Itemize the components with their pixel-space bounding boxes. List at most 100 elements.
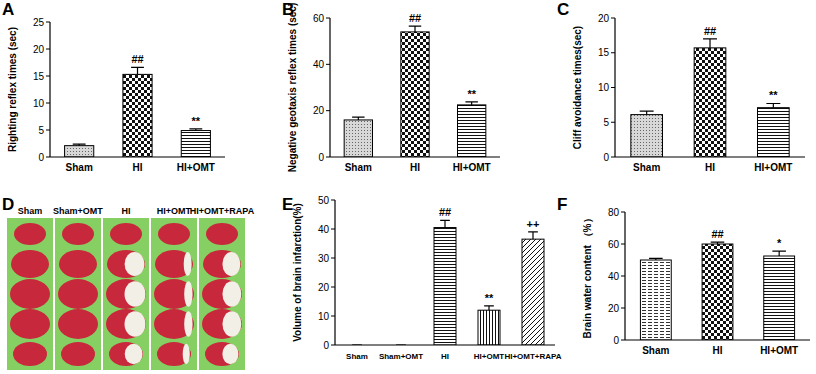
y-tick-label: 40 (318, 224, 330, 235)
brain-slice (61, 342, 95, 366)
y-tick-label: 50 (318, 195, 330, 206)
y-tick (611, 122, 615, 123)
infarct-area (125, 311, 146, 337)
infarct-area (125, 252, 145, 276)
x-axis (50, 156, 225, 157)
brain-slice (202, 309, 242, 339)
infarct-area (184, 252, 192, 276)
brain-slice (109, 342, 143, 366)
y-tick (611, 18, 615, 19)
category-label: HI (705, 162, 715, 173)
y-tick-label: 0 (613, 335, 619, 346)
brain-slice (203, 250, 241, 278)
bars (344, 26, 486, 157)
panel-d: DShamSham+OMTHIHI+OMTHI+OMT+RAPA (2, 195, 255, 370)
y-tick-label: 10 (318, 311, 330, 322)
bar (458, 105, 486, 157)
figure: ASham##HI**HI+OMT0510152025Righting refl… (0, 0, 816, 374)
y-tick-label: 40 (608, 271, 620, 282)
error-bar (409, 26, 421, 32)
brain-slice (202, 279, 242, 309)
category-label: HI (410, 162, 420, 173)
y-tick-label: 20 (313, 105, 325, 116)
y-tick (621, 308, 625, 309)
x-axis (330, 156, 500, 157)
photo-bg (151, 218, 197, 370)
y-axis (334, 200, 335, 345)
photo-bg (103, 218, 149, 370)
brain-slice (107, 250, 145, 278)
brain-slice (62, 223, 94, 245)
brain-slice (205, 342, 239, 366)
category-label: Sham (345, 162, 372, 173)
bar (123, 74, 152, 157)
y-tick (46, 22, 50, 23)
y-tick-label: 20 (318, 282, 330, 293)
significance: ## (704, 25, 716, 37)
category-label: HI (713, 345, 723, 356)
y-tick (331, 287, 335, 288)
bar (694, 48, 726, 157)
y-tick-label: 60 (608, 239, 620, 250)
y-tick-label: 15 (598, 47, 610, 58)
bar (344, 120, 372, 157)
y-tick-label: 20 (598, 13, 610, 24)
error-bar (711, 242, 725, 244)
bars (640, 242, 794, 340)
y-tick (46, 157, 50, 158)
y-tick (46, 49, 50, 50)
infarct-area (184, 311, 192, 337)
category-label: HI+OMT (177, 162, 215, 173)
bars (631, 39, 789, 157)
brain-slice (10, 309, 50, 339)
bar (764, 256, 795, 340)
error-bar (131, 67, 144, 74)
y-tick-label: 0 (318, 152, 324, 163)
y-axis-label: Negative geotaxis reflex times (sec) (287, 3, 298, 173)
brain-slice (59, 250, 97, 278)
y-tick (331, 258, 335, 259)
y-axis (329, 18, 330, 157)
photo-bg (7, 218, 53, 370)
panel-c: CSham##HI**HI+OMT05101520Cliff avoidance… (557, 0, 805, 173)
panel-a: ASham##HI**HI+OMT0510152025Righting refl… (2, 0, 225, 173)
infarct-area (125, 281, 146, 307)
y-tick-label: 20 (608, 303, 620, 314)
bar (522, 239, 544, 345)
y-tick (46, 103, 50, 104)
x-axis (625, 339, 810, 340)
category-label: HI+OMT (474, 352, 505, 361)
y-tick-label: 30 (318, 253, 330, 264)
bars (352, 220, 544, 345)
y-axis-label: Brain water content （%） (582, 213, 593, 338)
y-tick (326, 18, 330, 19)
y-tick-label: 80 (608, 207, 620, 218)
column-label: Sham (18, 206, 43, 216)
y-tick (621, 276, 625, 277)
panel-label: F (557, 195, 567, 214)
error-bar (484, 306, 494, 310)
photo-bg (199, 218, 245, 370)
brain-slice (155, 250, 193, 278)
category-label: HI+OMT+RAPA (504, 352, 561, 361)
y-tick (621, 212, 625, 213)
category-label: Sham (642, 345, 669, 356)
category-label: HI (133, 162, 143, 173)
brain-slice (58, 309, 98, 339)
y-tick-label: 20 (33, 44, 45, 55)
error-bar (528, 232, 538, 239)
category-label: Sham (633, 162, 660, 173)
x-axis (615, 156, 805, 157)
brain-slice (154, 309, 194, 339)
category-label: Sham (66, 162, 93, 173)
y-tick-label: 5 (38, 125, 44, 136)
column-label: HI+OMT (157, 206, 192, 216)
column-label: HI+OMT+RAPA (190, 206, 255, 216)
brain-slice (106, 279, 146, 309)
y-tick (621, 340, 625, 341)
brain-slice (10, 279, 50, 309)
significance: ## (131, 53, 143, 65)
y-tick (326, 157, 330, 158)
y-tick-label: 15 (33, 71, 45, 82)
brain-slice (106, 309, 146, 339)
